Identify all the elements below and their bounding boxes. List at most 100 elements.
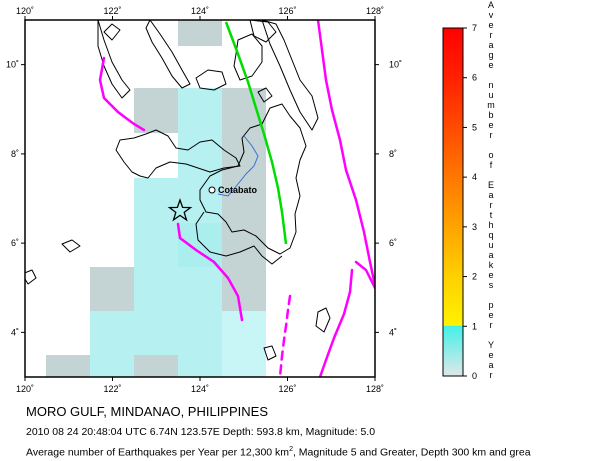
colorbar-tick-label: 5 [472, 122, 477, 132]
caption-text-tail: , Magnitude 5 and Greater, Depth 300 km … [292, 446, 531, 459]
colorbar-gradient [442, 27, 464, 377]
colorbar-title-letter: u [488, 90, 493, 100]
lon-tick-label-bottom: 122˚ [103, 384, 121, 394]
colorbar-tick-label: 2 [472, 272, 477, 282]
zamboanga-peninsula-coastline [115, 129, 241, 179]
colorbar-tick-label: 6 [472, 73, 477, 83]
grid-cell [134, 88, 178, 133]
longitude-ticks: 120˚ 120˚ 122˚ 122˚ 124˚ 124˚ 126˚ 126˚ 128˚ 128˚ [16, 6, 384, 394]
cotabato-coastline [195, 211, 283, 265]
coastlines [25, 20, 331, 361]
colorbar-title-letter: r [490, 320, 493, 330]
bohol-coastline [195, 69, 227, 91]
dinagat-coastline [261, 20, 319, 131]
lat-tick-label-right: 8˚ [389, 149, 397, 159]
lat-tick-label-left: 10˚ [6, 60, 19, 70]
colorbar-title-letter: r [490, 200, 493, 210]
samar-coastline [249, 20, 277, 43]
colorbar-title-letter: r [490, 370, 493, 380]
lat-tick-label-left: 6˚ [11, 238, 19, 248]
cebu-coastline [145, 20, 191, 89]
grid-cell [222, 178, 266, 223]
lon-tick-label-top: 122˚ [103, 6, 121, 16]
philippine-trench [316, 20, 375, 291]
caption-superscript: 2 [289, 446, 293, 453]
grid-cell [222, 355, 266, 377]
colorbar-title-letter: A [488, 0, 494, 10]
colorbar-title-letter: a [488, 40, 493, 50]
grid-cell [222, 267, 266, 311]
grid-cell [178, 88, 222, 133]
camiguin-coastline [257, 87, 273, 103]
lat-tick-label-left: 4˚ [11, 327, 19, 337]
map-title: MORO GULF, MINDANAO, PHILIPPINES [26, 404, 268, 419]
grid-cell [46, 355, 90, 377]
colorbar-title-letter: r [490, 30, 493, 40]
sangihe-boundary [318, 268, 354, 377]
grid-cell [134, 223, 178, 267]
lat-tick-label-left: 8˚ [11, 149, 19, 159]
colorbar-title-letter: e [488, 120, 493, 130]
colorbar-title-letter: v [489, 10, 494, 20]
philippine-fault [224, 21, 288, 245]
talaud-coastline [315, 307, 331, 333]
colorbar-title-letter: f [490, 160, 493, 170]
city-label: Cotabato [218, 185, 257, 195]
colorbar-title-letter: k [489, 260, 494, 270]
latitude-ticks: 4˚ 4˚ 6˚ 6˚ 8˚ 8˚ 10˚ 10˚ [6, 60, 402, 338]
lon-tick-label-top: 120˚ [16, 6, 34, 16]
basilan-coastline [61, 239, 81, 253]
lon-tick-label-bottom: 126˚ [278, 384, 296, 394]
event-info: 2010 08 24 20:48:04 UTC 6.74N 123.57E De… [26, 426, 376, 438]
colorbar-title-letter: e [488, 270, 493, 280]
cotabato-city-marker [208, 186, 216, 194]
colorbar-title-letter: m [487, 100, 495, 110]
plate-boundaries [98, 20, 375, 377]
colorbar-title-letter: r [490, 130, 493, 140]
colorbar-tick-label: 0 [472, 371, 477, 381]
colorbar-ticks: 0 1 2 3 4 5 6 7 [463, 23, 477, 381]
lon-tick-label-top: 126˚ [278, 6, 296, 16]
grid-cell [222, 311, 266, 355]
colorbar-title-letter: e [488, 350, 493, 360]
epicenter-star-icon [167, 198, 193, 222]
map-caption: Average number of Earthquakes per Year p… [26, 446, 531, 459]
colorbar-title-letter: o [488, 150, 493, 160]
colorbar-title-letter: E [488, 180, 494, 190]
colorbar-title-letter: p [488, 300, 493, 310]
colorbar-tick-label: 1 [472, 321, 477, 331]
colorbar-tick-label: 3 [472, 222, 477, 232]
seismicity-grid-cells [46, 20, 266, 377]
leyte-coastline [233, 33, 263, 81]
lat-tick-label-right: 4˚ [389, 327, 397, 337]
lat-tick-label-right: 6˚ [389, 238, 397, 248]
colorbar-title-letter: g [488, 50, 493, 60]
colorbar-title-letter: e [488, 60, 493, 70]
cotabato-trench [176, 222, 244, 322]
lon-tick-label-bottom: 120˚ [16, 384, 34, 394]
colorbar-title-letter: q [488, 230, 493, 240]
grid-cell [90, 355, 134, 377]
lon-tick-label-top: 124˚ [191, 6, 209, 16]
colorbar-tick-label: 4 [472, 172, 477, 182]
sangihe-coastline [263, 345, 277, 361]
negros-coastline [97, 20, 131, 99]
grid-cell [134, 355, 178, 377]
colorbar-title-letter: e [488, 310, 493, 320]
grid-cell [134, 311, 178, 355]
colorbar-title-letter: t [490, 210, 493, 220]
colorbar-title-letter: n [488, 80, 493, 90]
grid-cell [90, 311, 134, 355]
molucca-boundary [278, 294, 292, 377]
grid-cell [178, 133, 222, 178]
grid-cell [90, 267, 134, 311]
mindanao-river [217, 135, 259, 197]
colorbar-title-letter: b [488, 110, 493, 120]
mindanao-coastline [199, 103, 307, 255]
colorbar-title-letter: Y [488, 340, 494, 350]
grid-cell [178, 311, 222, 355]
trench-branch [354, 260, 375, 291]
grid-cell [222, 133, 266, 178]
colorbar-title-letter: a [488, 190, 493, 200]
